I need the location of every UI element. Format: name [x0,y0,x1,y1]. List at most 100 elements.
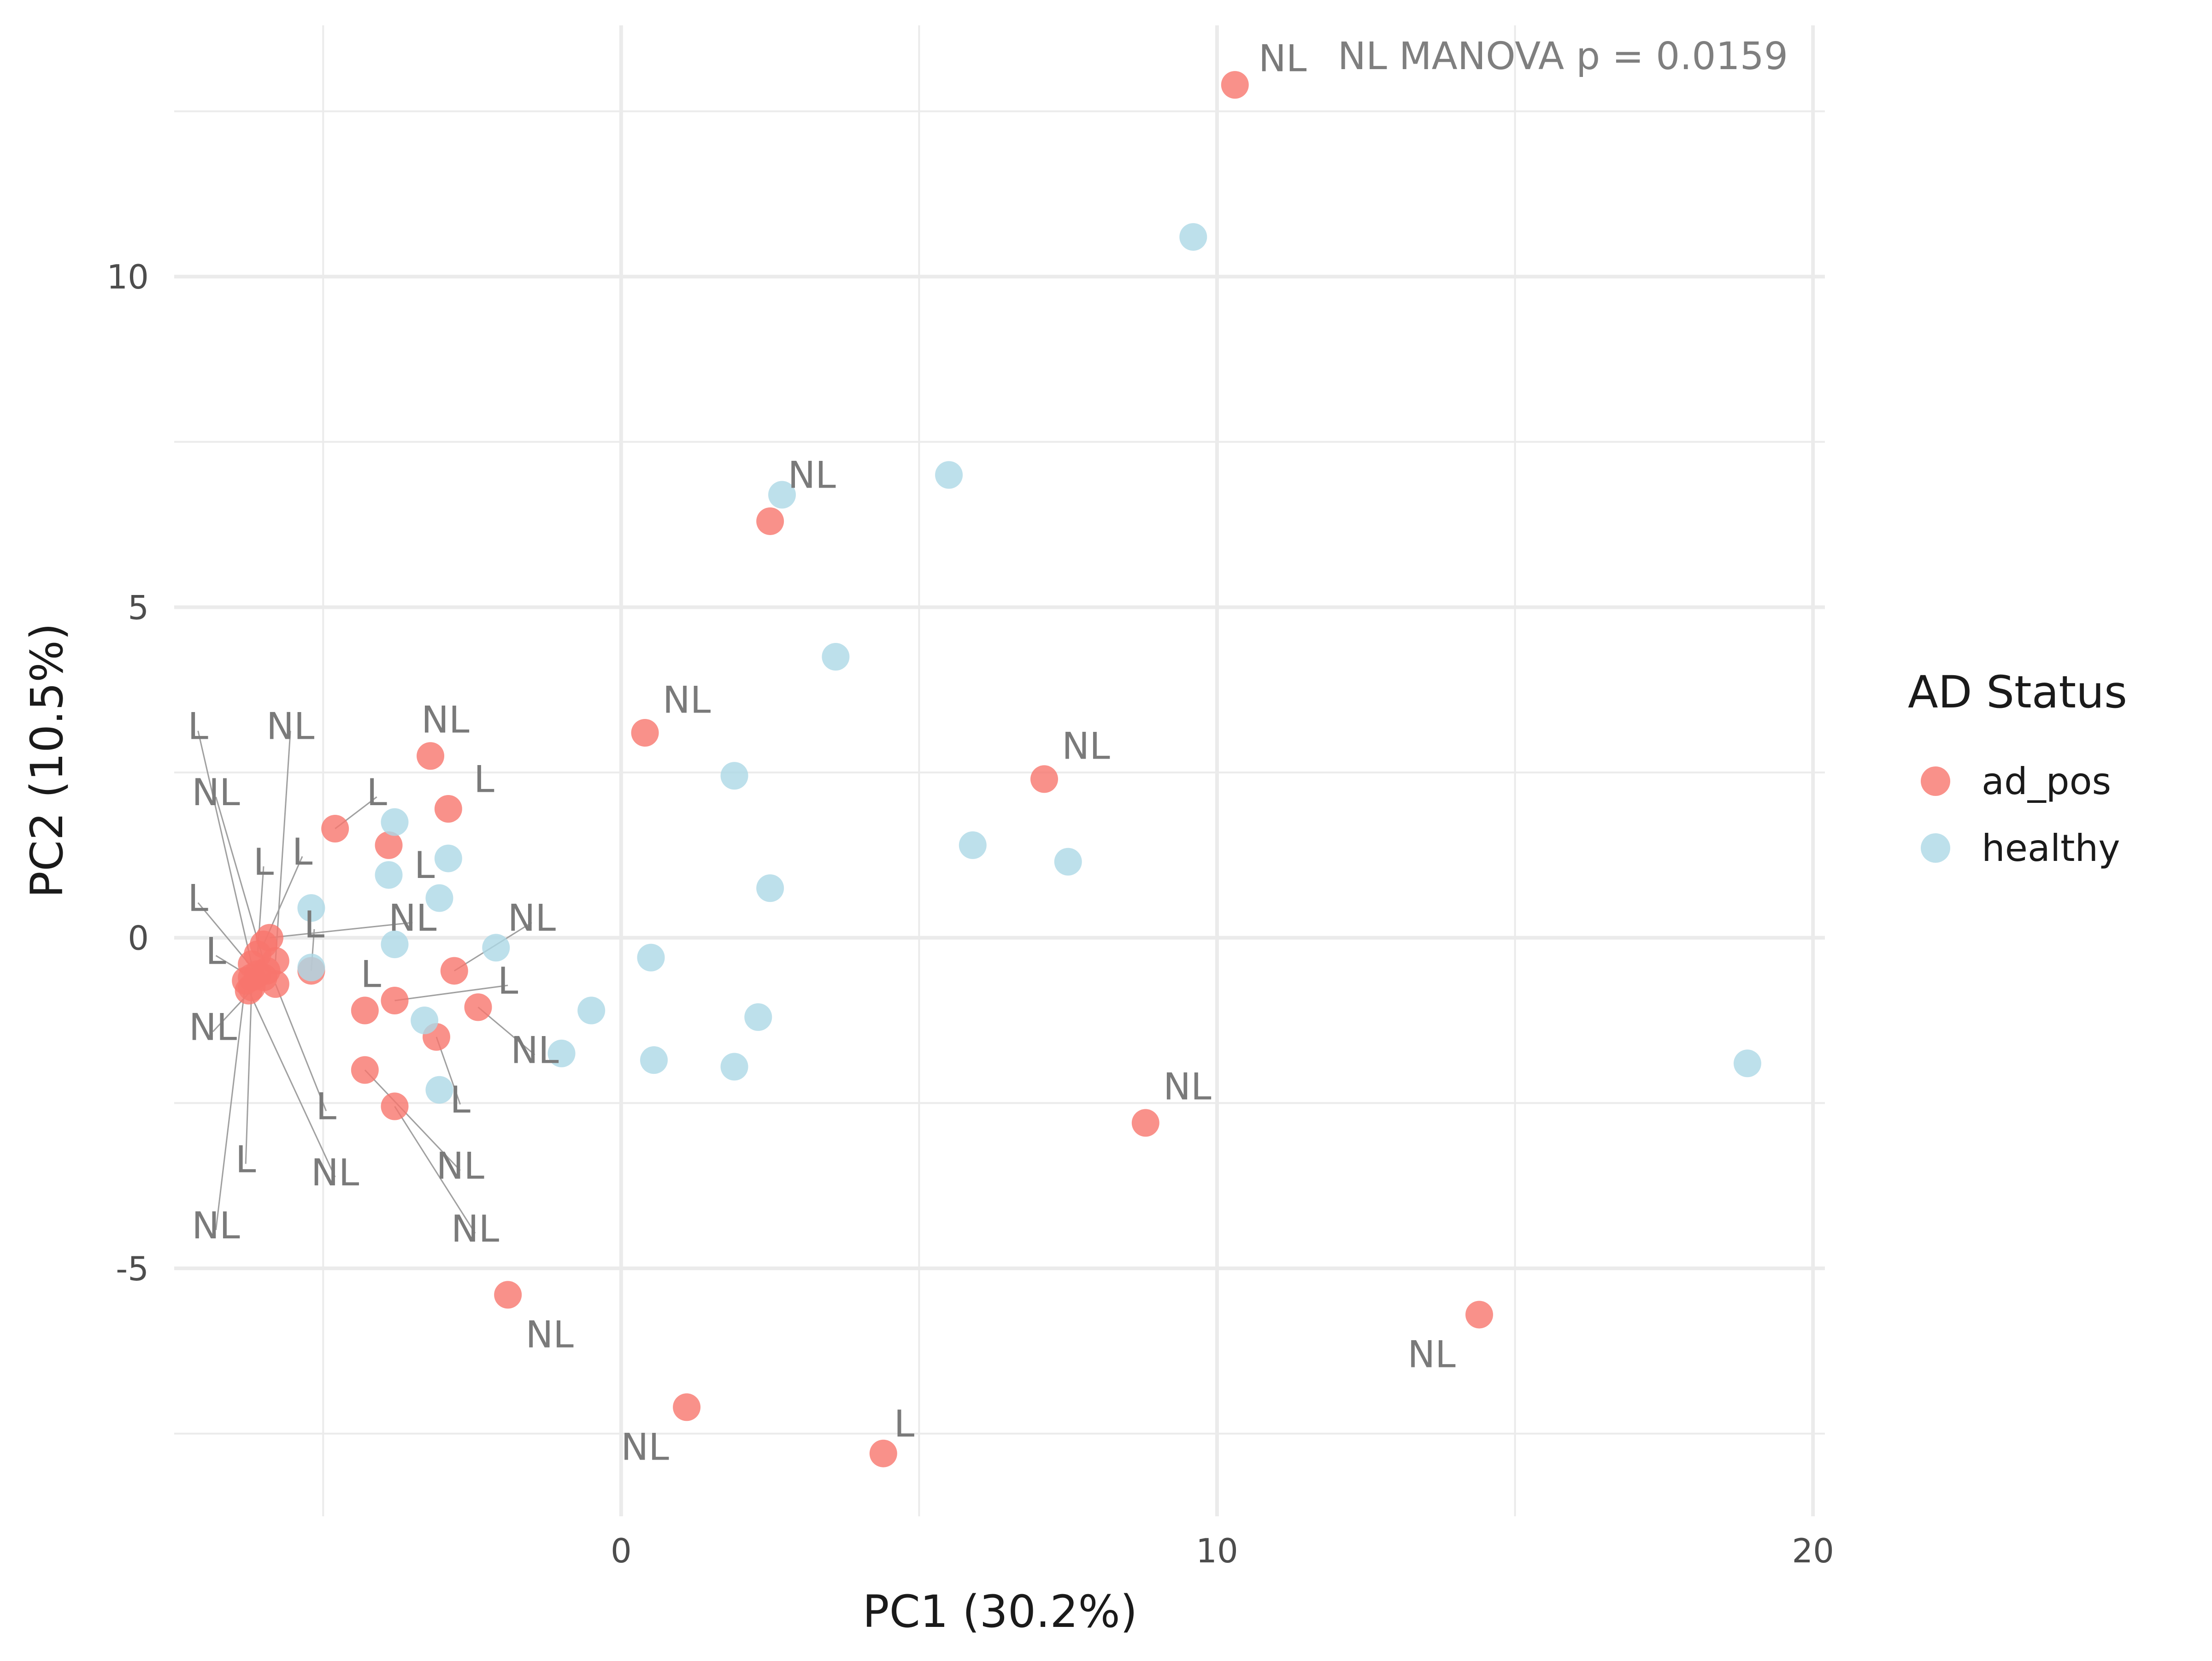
point-label: L [253,841,274,884]
point-healthy [822,643,850,671]
point-ad_pos [756,507,784,535]
point-ad_pos [464,993,492,1021]
point-label: L [498,960,518,1002]
point-healthy [381,808,409,836]
point-label: L [235,1138,256,1181]
point-label: L [292,830,313,873]
legend-label-ad_pos: ad_pos [1982,760,2111,803]
legend-label-healthy: healthy [1982,827,2120,870]
legend-title: AD Status [1908,666,2127,718]
y-axis-title: PC2 (10.5%) [21,623,73,898]
point-label: NL [192,771,240,814]
point-healthy [482,934,510,962]
point-label: NL [266,705,315,748]
point-ad_pos [235,977,263,1005]
point-ad_pos [381,1092,409,1120]
point-label: L [316,1085,336,1128]
point-healthy [297,954,325,982]
point-healthy [935,461,963,489]
point-label: NL [1407,1333,1456,1376]
point-ad_pos [351,1056,379,1084]
label-leader-line [364,1069,461,1171]
point-ad_pos [1465,1301,1493,1329]
point-label: NL [192,1204,240,1247]
point-healthy [959,831,987,859]
y-tick-label: -5 [116,1249,149,1288]
point-ad_pos [381,987,409,1015]
point-label: NL [451,1207,500,1250]
y-tick-label: 0 [128,919,149,958]
y-tick-label: 5 [128,588,149,627]
point-ad_pos [631,719,659,747]
point-label: L [366,771,387,814]
point-label: L [188,877,208,920]
point-ad_pos [417,742,445,770]
point-healthy [297,894,325,922]
label-leader-line [275,984,327,1112]
point-ad_pos [869,1439,897,1467]
point-ad_pos [1030,765,1058,793]
grid-lines [174,25,1825,1516]
legend-key-ad_pos [1921,766,1950,796]
point-label: NL [621,1425,669,1468]
point-healthy [425,884,453,912]
point-label: NL [1259,37,1307,80]
point-label: NL [436,1145,484,1188]
point-healthy [434,844,462,872]
point-label: NL [421,698,470,741]
point-ad_pos [673,1393,701,1421]
point-ad_pos [351,996,379,1025]
point-label: NL [508,897,556,940]
point-label: NL [1163,1066,1212,1108]
point-label: L [450,1078,471,1121]
point-healthy [756,874,784,902]
point-label: L [188,705,208,748]
label-leader-line [248,990,336,1178]
point-ad_pos [440,957,468,985]
manova-annotation: NL MANOVA p = 0.0159 [1338,35,1788,78]
point-label: NL [1062,725,1110,768]
point-label: NL [388,897,437,940]
point-ad_pos [375,831,403,859]
point-ad_pos [434,795,462,823]
label-leader-line [197,730,253,965]
point-healthy [640,1046,668,1074]
label-leader-line [394,1106,476,1234]
point-ad_pos [494,1281,522,1309]
point-ad_pos [1221,71,1249,99]
point-healthy [1733,1049,1761,1078]
axes: 0 10 20 -5 0 5 10 [106,258,1834,1570]
point-ad_pos [321,815,349,843]
point-healthy [547,1039,576,1067]
x-tick-label: 20 [1792,1531,1834,1570]
point-healthy [1179,223,1207,251]
label-leader-line [215,980,247,1230]
point-label: NL [525,1313,574,1356]
point-ad_pos [1131,1109,1159,1137]
point-label: L [474,758,494,801]
label-leader-line [275,730,291,961]
point-healthy [411,1007,439,1035]
point-label: L [304,903,325,946]
legend-key-healthy [1921,833,1950,863]
point-label: NL [189,1006,237,1048]
point-healthy [768,481,796,509]
point-healthy [381,931,409,959]
point-healthy [577,996,606,1025]
x-tick-label: 10 [1196,1531,1238,1570]
point-label: NL [311,1151,359,1194]
point-healthy [744,1003,772,1031]
x-axis-title: PC1 (30.2%) [863,1586,1137,1637]
point-label: L [206,930,226,972]
point-healthy [637,943,665,972]
x-tick-label: 0 [611,1531,632,1570]
point-label: L [360,953,381,996]
point-healthy [425,1076,453,1104]
point-healthy [1054,848,1082,876]
y-tick-label: 10 [106,258,149,296]
